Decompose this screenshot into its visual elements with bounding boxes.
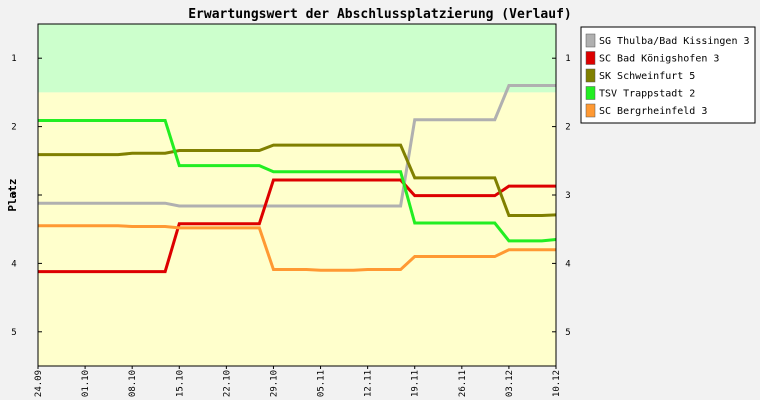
series-line-5 bbox=[38, 224, 556, 272]
legend-label-4: TSV Trappstadt 2 bbox=[599, 89, 695, 100]
series-line-2 bbox=[38, 178, 556, 274]
series-line-1 bbox=[38, 84, 556, 208]
legend-label-2: SC Bad Königshofen 3 bbox=[599, 54, 719, 65]
x-tick-label: 05.11 bbox=[317, 370, 327, 397]
legend-label-5: SC Bergrheinfeld 3 bbox=[599, 106, 707, 117]
x-tick-label: 29.10 bbox=[269, 370, 279, 397]
legend-label-3: SK Schweinfurt 5 bbox=[599, 71, 695, 82]
series-line-4 bbox=[38, 118, 557, 243]
x-tick-label: 03.12 bbox=[505, 370, 515, 397]
y-axis-ticks: 1 1 2 2 3 3 4 4 5 5 bbox=[11, 54, 570, 338]
y-tick-label-left: 5 bbox=[11, 328, 16, 338]
legend-swatch-5 bbox=[585, 103, 596, 118]
legend-swatch-2 bbox=[585, 51, 596, 65]
legend-swatch-3 bbox=[585, 68, 596, 83]
y-tick-label-left: 2 bbox=[11, 123, 16, 133]
y-tick-label-right: 2 bbox=[565, 123, 570, 133]
x-tick-label: 10.12 bbox=[552, 370, 562, 397]
series-layer bbox=[38, 84, 557, 274]
legend-box bbox=[580, 26, 756, 124]
x-axis-ticks: 24.09 01.10 08.10 15.10 22.10 29.10 05.11 12.11… bbox=[34, 366, 562, 397]
y-tick-label-right: 1 bbox=[565, 54, 570, 64]
chart-title: Erwartungswert der Abschlussplatzierung … bbox=[188, 7, 572, 22]
x-tick-label: 22.10 bbox=[222, 370, 232, 397]
y-tick-label-right: 3 bbox=[565, 191, 570, 201]
x-tick-label: 26.11 bbox=[458, 370, 468, 397]
x-tick-label: 12.11 bbox=[364, 370, 374, 397]
y-axis-label: Platz bbox=[6, 178, 19, 211]
y-tick-label-left: 4 bbox=[11, 259, 16, 269]
x-tick-label: 08.10 bbox=[128, 370, 138, 397]
x-tick-label: 15.10 bbox=[175, 370, 185, 397]
legend: SG Thulba/Bad Kissingen 3 SC Bad Königsho… bbox=[580, 26, 756, 124]
plot-background bbox=[38, 24, 556, 367]
x-tick-label: 01.10 bbox=[81, 370, 91, 397]
x-tick-label: 19.11 bbox=[411, 370, 421, 397]
series-line-3 bbox=[38, 143, 557, 218]
legend-label-1: SG Thulba/Bad Kissingen 3 bbox=[599, 36, 750, 47]
legend-swatch-4 bbox=[585, 86, 596, 100]
plot-band-1 bbox=[38, 24, 556, 93]
plot-band-2 bbox=[38, 92, 556, 367]
y-tick-label-left: 1 bbox=[11, 54, 16, 64]
y-tick-label-right: 5 bbox=[565, 328, 570, 338]
y-tick-label-left: 3 bbox=[11, 191, 16, 201]
legend-swatch-1 bbox=[585, 33, 596, 48]
y-tick-label-right: 4 bbox=[565, 259, 570, 269]
x-tick-label: 24.09 bbox=[34, 370, 44, 397]
